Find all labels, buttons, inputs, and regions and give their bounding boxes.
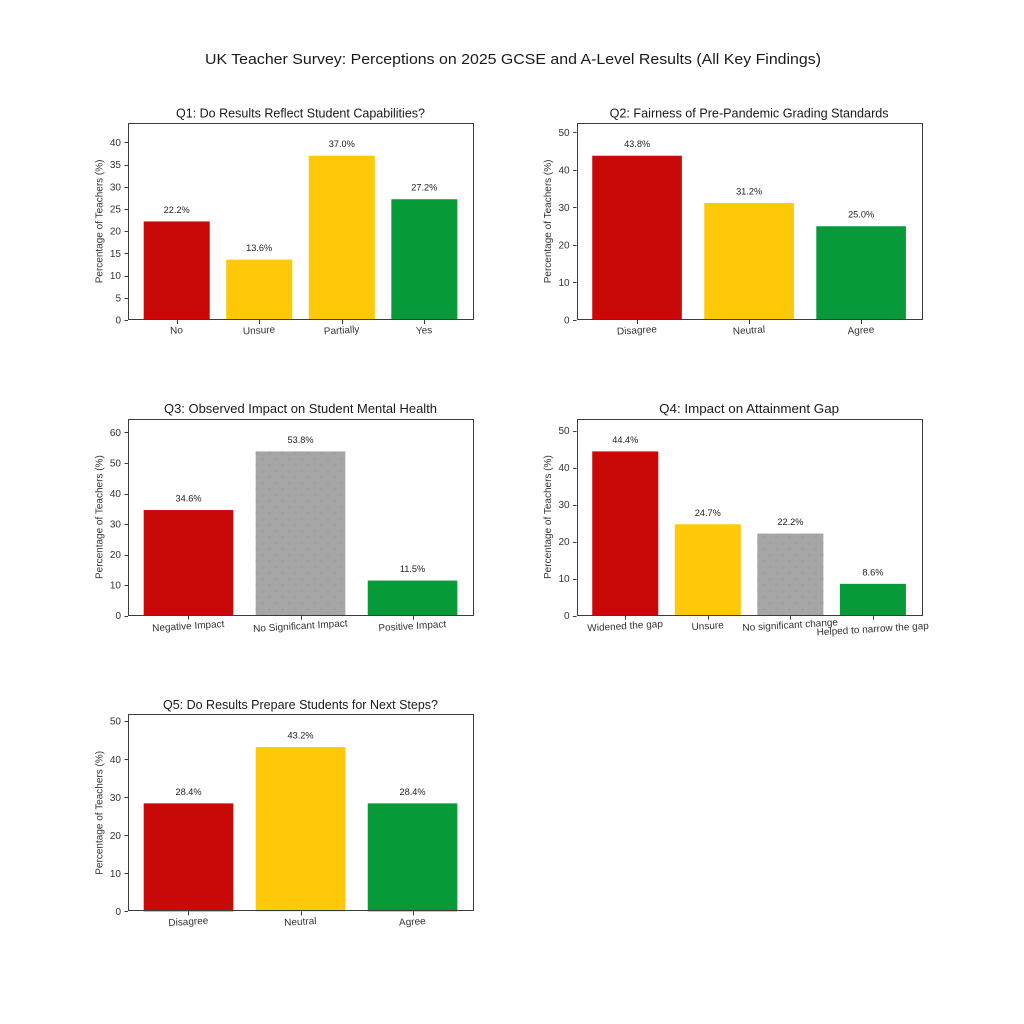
svg-text:Neutral: Neutral <box>733 325 766 338</box>
svg-text:10: 10 <box>558 278 570 289</box>
svg-text:11.5%: 11.5% <box>400 564 425 574</box>
svg-text:No: No <box>170 325 184 337</box>
svg-text:Q4: Impact on Attainment Gap: Q4: Impact on Attainment Gap <box>659 402 839 416</box>
svg-text:Negative Impact: Negative Impact <box>152 619 225 634</box>
svg-text:28.4%: 28.4% <box>399 787 425 797</box>
svg-text:8.6%: 8.6% <box>862 567 883 577</box>
svg-text:Percentage of Teachers (%): Percentage of Teachers (%) <box>95 455 106 579</box>
svg-text:25: 25 <box>110 205 122 216</box>
svg-text:Unsure: Unsure <box>243 325 276 338</box>
svg-text:0: 0 <box>115 907 121 918</box>
svg-text:Q5: Do Results Prepare Student: Q5: Do Results Prepare Students for Next… <box>163 698 438 712</box>
svg-text:Positive Impact: Positive Impact <box>378 619 447 634</box>
svg-text:30: 30 <box>110 793 122 804</box>
svg-text:10: 10 <box>110 581 122 592</box>
svg-text:30: 30 <box>558 500 570 511</box>
svg-text:Disagree: Disagree <box>617 324 658 337</box>
svg-text:40: 40 <box>558 463 570 474</box>
svg-text:40: 40 <box>110 489 122 500</box>
svg-text:Unsure: Unsure <box>691 620 724 633</box>
svg-text:31.2%: 31.2% <box>736 187 762 197</box>
svg-text:30: 30 <box>110 520 122 531</box>
svg-text:40: 40 <box>110 138 122 149</box>
svg-text:27.2%: 27.2% <box>411 183 437 193</box>
svg-text:0: 0 <box>115 611 121 622</box>
svg-text:UK Teacher Survey: Perceptions: UK Teacher Survey: Perceptions on 2025 G… <box>205 51 821 68</box>
svg-text:15: 15 <box>110 249 122 260</box>
svg-text:50: 50 <box>110 459 122 470</box>
svg-text:10: 10 <box>558 574 570 585</box>
svg-text:Widened the gap: Widened the gap <box>587 619 664 634</box>
svg-text:30: 30 <box>558 203 570 214</box>
svg-text:20: 20 <box>558 240 570 251</box>
svg-text:Neutral: Neutral <box>284 916 317 929</box>
svg-text:43.2%: 43.2% <box>287 731 313 741</box>
svg-text:24.7%: 24.7% <box>695 508 721 518</box>
svg-text:60: 60 <box>110 428 122 439</box>
svg-text:Agree: Agree <box>399 916 427 929</box>
svg-text:Q2: Fairness of Pre-Pandemic G: Q2: Fairness of Pre-Pandemic Grading Sta… <box>610 107 889 121</box>
svg-text:20: 20 <box>110 550 122 561</box>
svg-text:Q1: Do Results Reflect Student: Q1: Do Results Reflect Student Capabilit… <box>176 107 425 121</box>
svg-text:Percentage of Teachers (%): Percentage of Teachers (%) <box>543 160 554 284</box>
svg-text:0: 0 <box>564 611 570 622</box>
svg-text:50: 50 <box>558 426 570 437</box>
svg-text:Agree: Agree <box>847 325 875 338</box>
svg-text:22.2%: 22.2% <box>164 205 190 215</box>
svg-text:10: 10 <box>110 869 122 880</box>
svg-text:Percentage of Teachers (%): Percentage of Teachers (%) <box>95 751 106 875</box>
svg-text:Yes: Yes <box>416 325 433 337</box>
svg-text:Q3: Observed Impact on Student: Q3: Observed Impact on Student Mental He… <box>164 402 437 416</box>
svg-text:Percentage of Teachers (%): Percentage of Teachers (%) <box>95 160 106 284</box>
svg-text:20: 20 <box>558 537 570 548</box>
svg-text:22.2%: 22.2% <box>777 517 803 527</box>
svg-text:34.6%: 34.6% <box>175 494 201 504</box>
svg-text:Percentage of Teachers (%): Percentage of Teachers (%) <box>543 455 554 579</box>
svg-text:40: 40 <box>110 755 122 766</box>
svg-text:20: 20 <box>110 227 122 238</box>
svg-text:0: 0 <box>115 316 121 327</box>
svg-text:30: 30 <box>110 182 122 193</box>
svg-text:25.0%: 25.0% <box>848 210 874 220</box>
svg-text:53.8%: 53.8% <box>287 435 313 445</box>
svg-text:50: 50 <box>110 717 122 728</box>
svg-text:50: 50 <box>558 128 570 139</box>
svg-text:44.4%: 44.4% <box>612 435 638 445</box>
svg-text:13.6%: 13.6% <box>246 243 272 253</box>
svg-text:Partially: Partially <box>324 324 360 337</box>
svg-text:37.0%: 37.0% <box>329 139 355 149</box>
svg-text:5: 5 <box>115 293 121 304</box>
svg-text:43.8%: 43.8% <box>624 139 650 149</box>
svg-text:0: 0 <box>564 316 570 327</box>
svg-text:10: 10 <box>110 271 122 282</box>
svg-text:35: 35 <box>110 160 122 171</box>
svg-text:28.4%: 28.4% <box>175 787 201 797</box>
svg-text:20: 20 <box>110 831 122 842</box>
svg-text:40: 40 <box>558 165 570 176</box>
svg-text:Disagree: Disagree <box>168 916 209 929</box>
